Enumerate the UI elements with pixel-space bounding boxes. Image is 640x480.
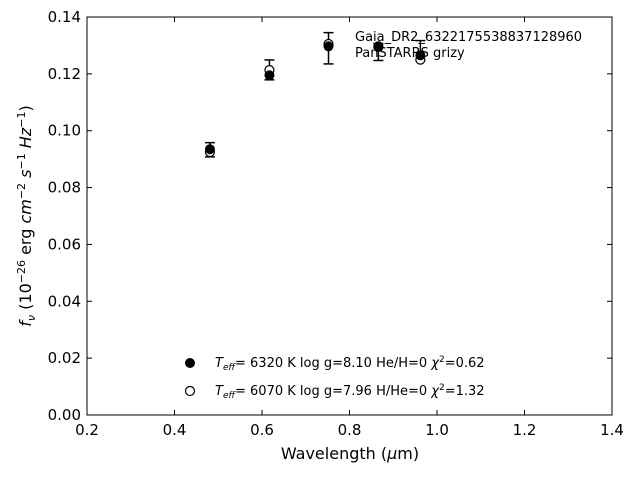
x-tick-label: 0.4 — [163, 421, 187, 439]
x-tick-label: 1.2 — [513, 421, 537, 439]
legend-entry-1: Teff= 6320 K log g=8.10 He/H=0 χ2=0.62 — [215, 355, 485, 373]
legend: Teff= 6320 K log g=8.10 He/H=0 χ2=0.62 T… — [184, 355, 485, 401]
annotation-survey: PanSTARRS grizy — [355, 46, 465, 61]
annotation-source-id: Gaia_DR2_6322175538837128960 — [355, 30, 582, 45]
x-axis-label: Wavelength (μm) — [281, 444, 419, 463]
y-tick-label: 0.12 — [48, 65, 81, 83]
filled-marker — [415, 50, 426, 61]
plot-area — [86, 16, 613, 416]
filled-marker — [204, 144, 215, 155]
x-tick-label: 0.2 — [75, 421, 99, 439]
legend-marker-open — [184, 385, 196, 397]
filled-marker — [373, 41, 384, 52]
y-axis-label: fν (10−26 erg cm−2 s−1 Hz−1) — [15, 105, 38, 326]
y-tick-label: 0.00 — [48, 406, 81, 424]
data-markers — [204, 38, 426, 158]
y-tick-label: 0.08 — [48, 179, 81, 197]
y-tick-label: 0.04 — [48, 292, 81, 310]
x-tick-label: 0.6 — [250, 421, 274, 439]
x-tick-label: 0.8 — [338, 421, 362, 439]
legend-marker-filled — [185, 358, 195, 368]
y-tick-label: 0.02 — [48, 349, 81, 367]
filled-marker — [323, 41, 334, 52]
legend-entry-2: Teff= 6070 K log g=7.96 H/He=0 χ2=1.32 — [215, 383, 485, 401]
y-tick-label: 0.14 — [48, 8, 81, 26]
filled-marker — [264, 70, 275, 81]
x-tick-label: 1.4 — [600, 421, 624, 439]
x-tick-label: 1.0 — [425, 421, 449, 439]
y-tick-label: 0.10 — [48, 122, 81, 140]
y-tick-label: 0.06 — [48, 235, 81, 253]
axis-ticks: 0.2 0.4 0.6 0.8 1.0 1.2 1.4 0.00 0.02 0.04 0.06 0.0… — [48, 8, 624, 439]
